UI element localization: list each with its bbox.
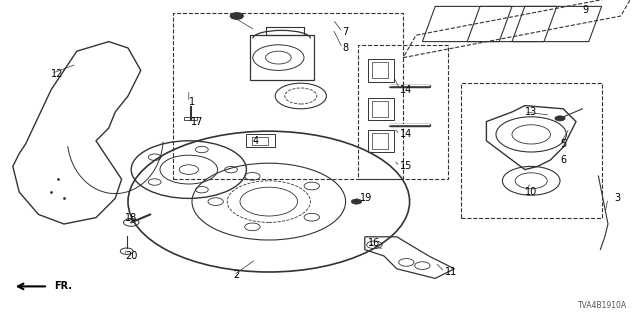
Bar — [368, 59, 394, 82]
Text: TVA4B1910A: TVA4B1910A — [578, 301, 627, 310]
Text: 9: 9 — [582, 4, 589, 15]
Text: 14: 14 — [400, 84, 412, 95]
Circle shape — [555, 116, 565, 121]
Text: 18: 18 — [125, 212, 137, 223]
Text: 5: 5 — [560, 139, 566, 149]
Bar — [184, 117, 197, 120]
Circle shape — [351, 199, 362, 204]
Text: 16: 16 — [368, 238, 380, 248]
Circle shape — [230, 13, 243, 19]
Bar — [246, 134, 275, 147]
Text: 1: 1 — [189, 97, 195, 108]
Text: 17: 17 — [191, 116, 203, 127]
Text: 14: 14 — [400, 129, 412, 140]
Text: 15: 15 — [400, 161, 412, 172]
Text: 8: 8 — [342, 43, 349, 53]
Text: 13: 13 — [525, 107, 537, 117]
Text: 11: 11 — [445, 267, 457, 277]
Bar — [368, 98, 394, 120]
Bar — [372, 62, 388, 78]
Text: 4: 4 — [253, 136, 259, 146]
Bar — [372, 101, 388, 117]
Text: 10: 10 — [525, 187, 537, 197]
Text: 12: 12 — [51, 68, 63, 79]
Bar — [368, 130, 394, 152]
Text: 6: 6 — [560, 155, 566, 165]
Text: 2: 2 — [234, 270, 240, 280]
Text: 3: 3 — [614, 193, 621, 204]
Text: 20: 20 — [125, 251, 137, 261]
Text: 19: 19 — [360, 193, 372, 204]
Text: FR.: FR. — [54, 281, 72, 292]
Text: 7: 7 — [342, 27, 349, 37]
Bar — [372, 133, 388, 149]
Bar — [252, 137, 268, 145]
